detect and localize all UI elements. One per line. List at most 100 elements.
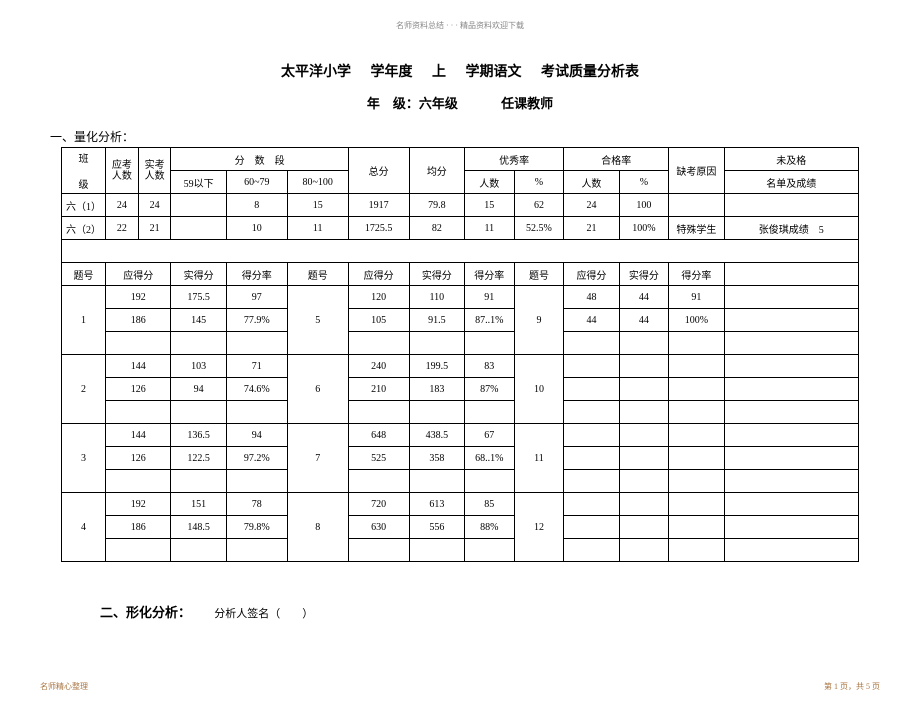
cell: 83 <box>464 355 514 378</box>
cell <box>171 401 226 424</box>
cell: 88% <box>464 516 514 539</box>
cell: 24 <box>138 194 171 217</box>
cell <box>724 309 858 332</box>
cell: 71 <box>226 355 287 378</box>
cell <box>464 539 514 562</box>
cell: 8 <box>226 194 287 217</box>
table-row: 1269474.6%21018387% <box>62 378 859 401</box>
cell: 87% <box>464 378 514 401</box>
cell <box>348 470 409 493</box>
report-label: 考试质量分析表 <box>541 65 639 80</box>
cell <box>724 424 858 447</box>
hdr-class: 班 级 <box>62 148 106 194</box>
table-row: 六（1） 24 24 8 15 1917 79.8 15 62 24 100 <box>62 194 859 217</box>
cell: 120 <box>348 286 409 309</box>
cell <box>724 516 858 539</box>
cell <box>226 332 287 355</box>
hdr-absent: 缺考原因 <box>669 148 724 194</box>
cell: 62 <box>514 194 564 217</box>
cell: 六（1） <box>62 194 106 217</box>
table-row <box>62 332 859 355</box>
cell: 3 <box>62 424 106 493</box>
hdr-qno: 题号 <box>62 263 106 286</box>
cell: 2 <box>62 355 106 424</box>
hdr-rate2: 得分率 <box>464 263 514 286</box>
cell <box>724 470 858 493</box>
cell <box>464 332 514 355</box>
section1-label: 一、量化分析： <box>50 128 880 145</box>
spacer-row <box>62 240 859 263</box>
cell <box>564 539 619 562</box>
cell: 1725.5 <box>348 217 409 240</box>
cell <box>564 378 619 401</box>
cell: 438.5 <box>409 424 464 447</box>
table-row <box>62 539 859 562</box>
cell <box>564 355 619 378</box>
cell: 8 <box>287 493 348 562</box>
signature-label: 分析人签名（ ） <box>214 608 313 620</box>
cell: 110 <box>409 286 464 309</box>
cell: 22 <box>106 217 139 240</box>
cell: 126 <box>106 378 171 401</box>
cell <box>106 470 171 493</box>
cell <box>619 332 669 355</box>
cell: 186 <box>106 309 171 332</box>
cell <box>564 470 619 493</box>
cell: 100% <box>619 217 669 240</box>
cell <box>669 378 724 401</box>
hdr-qno: 题号 <box>287 263 348 286</box>
cell <box>226 539 287 562</box>
cell <box>724 355 858 378</box>
cell: 183 <box>409 378 464 401</box>
cell: 144 <box>106 424 171 447</box>
cell <box>669 424 724 447</box>
cell: 144 <box>106 355 171 378</box>
cell: 48 <box>564 286 619 309</box>
cell: 91 <box>669 286 724 309</box>
cell <box>564 447 619 470</box>
hdr-fail-sub: 名单及成绩 <box>724 171 858 194</box>
cell: 7 <box>287 424 348 493</box>
cell: 82 <box>409 217 464 240</box>
cell: 199.5 <box>409 355 464 378</box>
cell: 91 <box>464 286 514 309</box>
cell <box>619 470 669 493</box>
cell: 148.5 <box>171 516 226 539</box>
cell <box>564 493 619 516</box>
cell: 44 <box>619 309 669 332</box>
table-row <box>62 470 859 493</box>
cell: 21 <box>138 217 171 240</box>
cell: 15 <box>464 194 514 217</box>
cell: 525 <box>348 447 409 470</box>
cell: 77.9% <box>226 309 287 332</box>
cell <box>619 516 669 539</box>
hdr-ex-n: 人数 <box>464 171 514 194</box>
footer-left: 名师精心整理 <box>40 681 88 692</box>
cell: 186 <box>106 516 171 539</box>
cell: 1 <box>62 286 106 355</box>
table-row: 2144103716240199.58310 <box>62 355 859 378</box>
cell <box>619 493 669 516</box>
cell: 74.6% <box>226 378 287 401</box>
cell: 648 <box>348 424 409 447</box>
hdr-actual2: 实得分 <box>409 263 464 286</box>
cell <box>171 217 226 240</box>
cell: 44 <box>564 309 619 332</box>
hdr-qno: 题号 <box>514 263 564 286</box>
hdr-rate2: 得分率 <box>669 263 724 286</box>
cell <box>171 194 226 217</box>
cell <box>409 470 464 493</box>
cell: 151 <box>171 493 226 516</box>
cell <box>348 332 409 355</box>
cell <box>619 447 669 470</box>
cell: 4 <box>62 493 106 562</box>
cell <box>724 194 858 217</box>
footer-right: 第 1 页，共 5 页 <box>824 681 880 692</box>
cell <box>564 424 619 447</box>
cell: 6 <box>287 355 348 424</box>
hdr-actual: 实考人数 <box>138 148 171 194</box>
grade-label: 年 级：六年级 <box>367 96 458 111</box>
cell <box>669 194 724 217</box>
cell <box>348 401 409 424</box>
cell: 105 <box>348 309 409 332</box>
